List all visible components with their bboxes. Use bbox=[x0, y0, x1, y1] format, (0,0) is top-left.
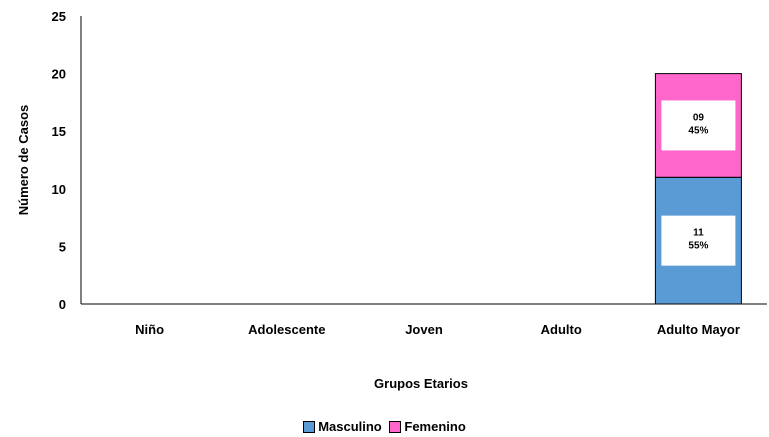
x-axis-ticks: Niño Adolescente Joven Adulto Adulto Mayor bbox=[135, 322, 740, 337]
y-tick-label: 0 bbox=[59, 297, 66, 312]
legend-swatch-masculino bbox=[303, 421, 316, 433]
data-label-box bbox=[661, 100, 736, 151]
x-tick-label: Adolescente bbox=[248, 322, 325, 337]
legend-swatch-femenino bbox=[389, 421, 402, 433]
x-tick-label: Niño bbox=[135, 322, 164, 337]
x-axis-title: Grupos Etarios bbox=[374, 376, 468, 391]
x-tick-label: Joven bbox=[405, 322, 443, 337]
data-label-text: 55% bbox=[688, 241, 708, 252]
data-label-box bbox=[661, 215, 736, 266]
x-tick-label: Adulto bbox=[541, 322, 582, 337]
y-tick-label: 5 bbox=[59, 239, 66, 254]
data-label-text: 45% bbox=[688, 125, 708, 136]
legend: Masculino Femenino bbox=[0, 419, 769, 437]
y-axis-title: Número de Casos bbox=[16, 105, 31, 216]
data-label-text: 09 bbox=[693, 112, 705, 123]
y-tick-label: 15 bbox=[52, 124, 66, 139]
y-tick-label: 25 bbox=[52, 9, 66, 24]
data-label-text: 11 bbox=[693, 228, 704, 239]
y-axis-ticks: 0 5 10 15 20 25 bbox=[52, 9, 66, 312]
x-tick-label: Adulto Mayor bbox=[657, 322, 740, 337]
legend-label-femenino: Femenino bbox=[404, 419, 466, 434]
y-tick-label: 20 bbox=[52, 67, 66, 82]
y-tick-label: 10 bbox=[52, 182, 66, 197]
legend-item-femenino: Femenino bbox=[389, 419, 466, 435]
legend-item-masculino: Masculino bbox=[303, 419, 382, 435]
legend-label-masculino: Masculino bbox=[318, 419, 382, 434]
